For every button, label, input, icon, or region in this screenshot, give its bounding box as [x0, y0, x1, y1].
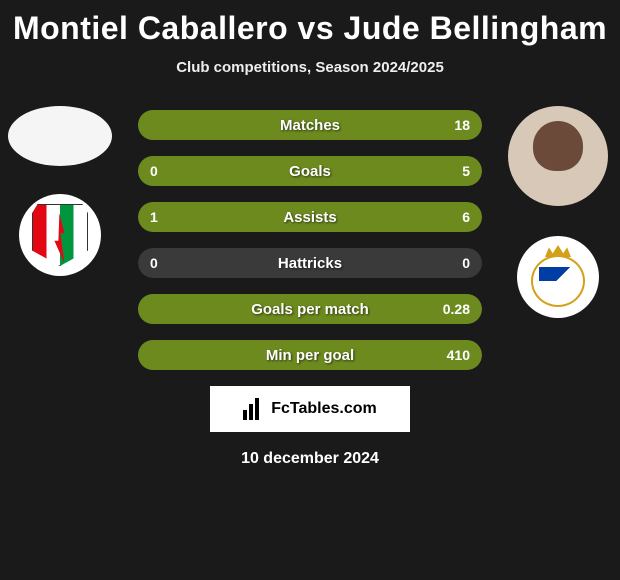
main-area: Matches180Goals51Assists60Hattricks0Goal… [0, 106, 620, 468]
page-subtitle: Club competitions, Season 2024/2025 [0, 59, 620, 76]
player-left-avatar [8, 106, 112, 166]
stat-row: Goals per match0.28 [138, 294, 482, 324]
stat-value-right: 0 [462, 248, 470, 278]
stat-row: Matches18 [138, 110, 482, 140]
stat-label: Goals [138, 156, 482, 186]
club-left-badge [19, 194, 101, 276]
stat-value-right: 0.28 [443, 294, 470, 324]
real-madrid-crest-icon [531, 247, 585, 307]
comparison-card: Montiel Caballero vs Jude Bellingham Clu… [0, 0, 620, 580]
stat-label: Assists [138, 202, 482, 232]
stat-label: Hattricks [138, 248, 482, 278]
date-label: 10 december 2024 [0, 450, 620, 468]
page-title: Montiel Caballero vs Jude Bellingham [0, 0, 620, 47]
player-right-avatar [508, 106, 608, 206]
stat-row: 0Goals5 [138, 156, 482, 186]
stat-label: Goals per match [138, 294, 482, 324]
stat-value-right: 6 [462, 202, 470, 232]
brand-box[interactable]: FcTables.com [210, 386, 410, 432]
club-right-badge [517, 236, 599, 318]
stat-value-right: 5 [462, 156, 470, 186]
stats-list: Matches180Goals51Assists60Hattricks0Goal… [138, 106, 482, 370]
stat-value-right: 410 [447, 340, 470, 370]
rayo-shield-icon [32, 204, 88, 266]
bar-chart-icon [243, 398, 265, 420]
stat-row: Min per goal410 [138, 340, 482, 370]
player-left-column [8, 106, 112, 276]
stat-label: Min per goal [138, 340, 482, 370]
brand-label: FcTables.com [271, 400, 377, 418]
player-right-column [508, 106, 608, 318]
stat-row: 0Hattricks0 [138, 248, 482, 278]
stat-row: 1Assists6 [138, 202, 482, 232]
stat-value-right: 18 [454, 110, 470, 140]
stat-label: Matches [138, 110, 482, 140]
